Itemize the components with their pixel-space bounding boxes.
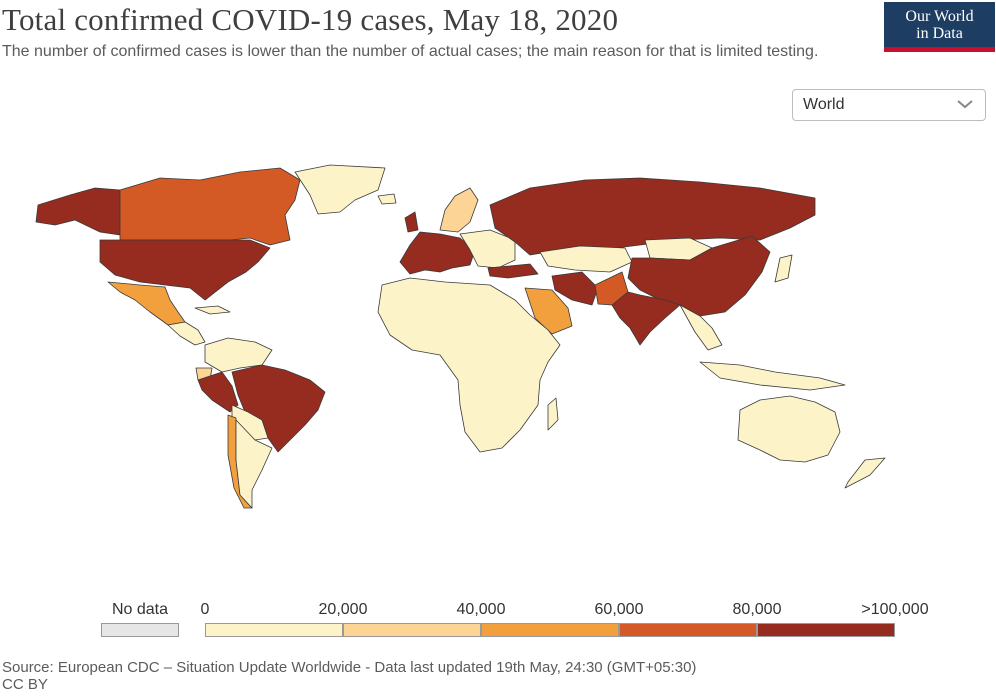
chevron-down-icon [957, 100, 973, 109]
country-madagascar[interactable] [547, 397, 559, 431]
country-china[interactable] [627, 235, 771, 317]
country-southeast-asia[interactable] [679, 304, 723, 351]
country-central-america[interactable] [167, 321, 206, 346]
country-saudi-arabia[interactable] [524, 287, 573, 335]
country-new-zealand[interactable] [844, 457, 886, 489]
country-usa[interactable] [99, 239, 271, 301]
country-uk[interactable] [404, 211, 419, 233]
region-selector[interactable]: World [792, 89, 986, 121]
legend-tick-3: 60,000 [594, 601, 644, 618]
chart-title: Total confirmed COVID-19 cases, May 18, … [2, 2, 619, 37]
source-note: Source: European CDC – Situation Update … [2, 659, 696, 693]
country-mexico[interactable] [107, 281, 186, 326]
country-western-europe[interactable] [399, 231, 476, 275]
country-japan[interactable] [774, 254, 793, 283]
country-iran[interactable] [551, 271, 599, 306]
logo-line-1: Our World [905, 8, 974, 25]
legend-no-data-label: No data [111, 601, 169, 618]
legend-no-data-swatch[interactable] [101, 623, 179, 637]
legend-bin-1[interactable] [343, 623, 481, 637]
legend-tick-5: >100,000 [861, 601, 929, 618]
region-selector-value: World [803, 96, 845, 113]
country-argentina[interactable] [235, 419, 273, 509]
country-indonesia[interactable] [699, 361, 846, 391]
legend-tick-2: 40,000 [456, 601, 506, 618]
country-india[interactable] [611, 291, 681, 346]
world-map [35, 164, 886, 509]
logo-line-2: in Data [916, 25, 963, 42]
legend-tick-1: 20,000 [318, 601, 368, 618]
legend-tick-4: 80,000 [732, 601, 782, 618]
country-cuba[interactable] [194, 305, 231, 315]
country-canada[interactable] [119, 167, 301, 246]
country-turkey[interactable] [487, 263, 539, 279]
license-text[interactable]: CC BY [2, 676, 48, 693]
owid-logo[interactable]: Our World in Data [884, 2, 995, 52]
country-kazakhstan[interactable] [539, 245, 633, 273]
country-iceland[interactable] [377, 193, 397, 205]
country-russia[interactable] [489, 177, 816, 256]
legend-bin-4[interactable] [757, 623, 895, 637]
country-eastern-europe[interactable] [459, 229, 516, 269]
legend-bin-3[interactable] [619, 623, 757, 637]
source-text: Source: European CDC – Situation Update … [2, 659, 697, 676]
map-legend: No data 0 20,000 40,000 60,000 80,000 >1… [0, 595, 996, 645]
legend-tick-0: 0 [200, 601, 210, 618]
country-australia[interactable] [737, 395, 841, 463]
legend-bin-2[interactable] [481, 623, 619, 637]
country-scandinavia[interactable] [439, 187, 479, 233]
country-africa[interactable] [377, 277, 561, 453]
country-greenland[interactable] [294, 164, 386, 215]
chart-subtitle: The number of confirmed cases is lower t… [2, 43, 819, 60]
legend-bin-0[interactable] [205, 623, 343, 637]
country-alaska[interactable] [35, 187, 121, 236]
